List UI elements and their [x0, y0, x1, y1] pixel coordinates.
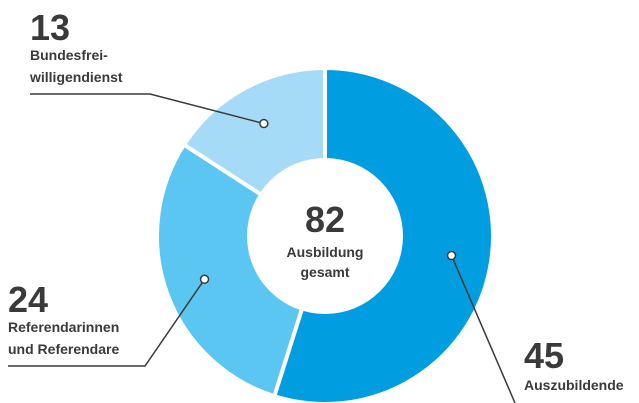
category-label: Auszubildende — [524, 377, 624, 393]
leader-line — [8, 278, 206, 367]
value-label: 45 — [524, 335, 564, 376]
donut-hole — [247, 158, 403, 314]
leader-dot — [259, 118, 269, 129]
category-label: willigendienst — [29, 69, 123, 85]
category-label: Bundesfrei- — [30, 47, 108, 63]
value-label: 24 — [8, 279, 48, 320]
leader-line — [30, 93, 265, 125]
leader-line — [450, 255, 516, 403]
center-label: Ausbildung — [287, 244, 364, 260]
category-label: und Referendare — [8, 341, 119, 357]
total: 82 — [305, 199, 345, 240]
leader-dot — [446, 250, 457, 261]
slice — [155, 141, 328, 399]
value-label: 13 — [30, 7, 70, 48]
center-label: gesamt — [300, 264, 349, 280]
leader-dot — [199, 274, 210, 285]
category-label: Referendarinnen — [8, 319, 119, 335]
